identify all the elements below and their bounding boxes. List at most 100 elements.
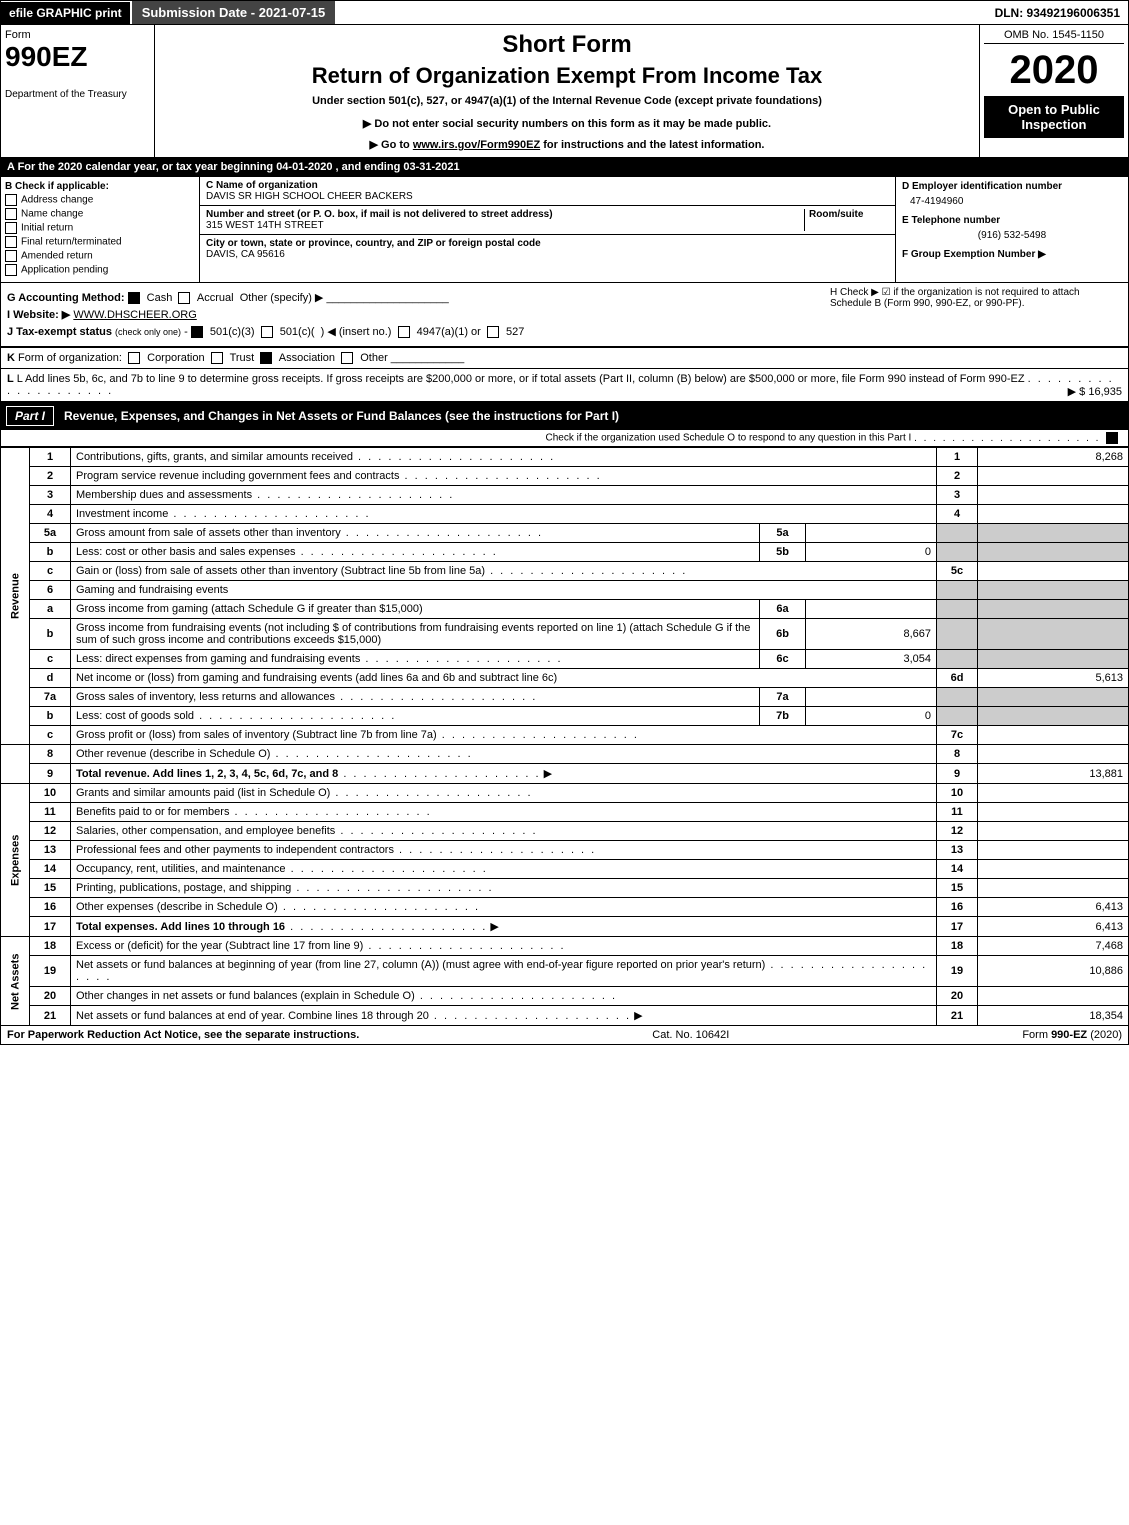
line-6c-value: 3,054 xyxy=(806,650,937,669)
table-row: b Less: cost or other basis and sales ex… xyxy=(1,543,1129,562)
irs-url[interactable]: www.irs.gov/Form990EZ xyxy=(413,139,540,151)
section-h: H Check ▶ ☑ if the organization is not r… xyxy=(830,287,1120,309)
form-word: Form xyxy=(5,29,150,41)
under-section-text: Under section 501(c), 527, or 4947(a)(1)… xyxy=(165,95,969,107)
website-link[interactable]: WWW.DHSCHEER.ORG xyxy=(73,309,196,321)
form-number: 990EZ xyxy=(5,43,150,71)
org-name: DAVIS SR HIGH SCHOOL CHEER BACKERS xyxy=(206,191,413,202)
c-street-label: Number and street (or P. O. box, if mail… xyxy=(206,209,553,220)
checkbox-icon[interactable] xyxy=(261,326,273,338)
d-ein-label: D Employer identification number xyxy=(902,181,1122,192)
section-c-org-info: C Name of organization DAVIS SR HIGH SCH… xyxy=(200,177,896,282)
part-i-subtitle: Check if the organization used Schedule … xyxy=(0,430,1129,447)
l-amount: ▶ $ 16,935 xyxy=(1068,385,1122,398)
revenue-section-label: Revenue xyxy=(1,448,30,745)
table-row: 19 Net assets or fund balances at beginn… xyxy=(1,956,1129,987)
table-row: b Gross income from fundraising events (… xyxy=(1,619,1129,650)
checkbox-icon[interactable] xyxy=(398,326,410,338)
part-i-table: Revenue 1 Contributions, gifts, grants, … xyxy=(0,447,1129,1026)
section-a-tax-year: A For the 2020 calendar year, or tax yea… xyxy=(0,158,1129,177)
footer-catalog: Cat. No. 10642I xyxy=(359,1029,1022,1041)
section-i-website: I Website: ▶ WWW.DHSCHEER.ORG xyxy=(7,308,1122,321)
checkbox-icon[interactable] xyxy=(487,326,499,338)
open-to-public-label: Open to Public Inspection xyxy=(984,96,1124,138)
ssn-warning: ▶ Do not enter social security numbers o… xyxy=(165,117,969,130)
line-1-amount: 8,268 xyxy=(978,448,1129,467)
checkbox-icon[interactable] xyxy=(5,222,17,234)
net-assets-section-label: Net Assets xyxy=(1,937,30,1026)
section-d-e-f: D Employer identification number 47-4194… xyxy=(896,177,1128,282)
chk-name-change[interactable]: Name change xyxy=(5,208,195,220)
meta-block: H Check ▶ ☑ if the organization is not r… xyxy=(0,283,1129,347)
table-row: 3 Membership dues and assessments 3 xyxy=(1,486,1129,505)
c-city-label: City or town, state or province, country… xyxy=(206,238,541,249)
chk-address-change[interactable]: Address change xyxy=(5,194,195,206)
chk-final-return[interactable]: Final return/terminated xyxy=(5,236,195,248)
checkbox-icon[interactable] xyxy=(128,292,140,304)
c-name-label: C Name of organization xyxy=(206,180,318,191)
table-row: Expenses 10 Grants and similar amounts p… xyxy=(1,784,1129,803)
table-row: 15 Printing, publications, postage, and … xyxy=(1,879,1129,898)
section-b-title: B Check if applicable: xyxy=(5,181,195,192)
return-title: Return of Organization Exempt From Incom… xyxy=(165,63,969,89)
table-row: Revenue 1 Contributions, gifts, grants, … xyxy=(1,448,1129,467)
footer-left: For Paperwork Reduction Act Notice, see … xyxy=(7,1029,359,1041)
table-row: 14 Occupancy, rent, utilities, and maint… xyxy=(1,860,1129,879)
line-6d-amount: 5,613 xyxy=(978,669,1129,688)
table-row: 12 Salaries, other compensation, and emp… xyxy=(1,822,1129,841)
part-i-title: Revenue, Expenses, and Changes in Net As… xyxy=(64,409,619,423)
checkbox-icon[interactable] xyxy=(260,352,272,364)
part-i-header: Part I Revenue, Expenses, and Changes in… xyxy=(0,402,1129,430)
dln-label: DLN: 93492196006351 xyxy=(987,2,1128,24)
table-row: 9 Total revenue. Add lines 1, 2, 3, 4, 5… xyxy=(1,764,1129,784)
page-footer: For Paperwork Reduction Act Notice, see … xyxy=(0,1026,1129,1045)
table-row: b Less: cost of goods sold 7b 0 xyxy=(1,707,1129,726)
table-row: 6 Gaming and fundraising events xyxy=(1,581,1129,600)
efile-print-label[interactable]: efile GRAPHIC print xyxy=(1,2,130,24)
chk-initial-return[interactable]: Initial return xyxy=(5,222,195,234)
line-5b-value: 0 xyxy=(806,543,937,562)
checkbox-icon[interactable] xyxy=(1106,432,1118,444)
c-room-label: Room/suite xyxy=(809,209,863,220)
section-l: L L Add lines 5b, 6c, and 7b to line 9 t… xyxy=(0,369,1129,402)
e-phone-label: E Telephone number xyxy=(902,215,1122,226)
table-row: 13 Professional fees and other payments … xyxy=(1,841,1129,860)
omb-number: OMB No. 1545-1150 xyxy=(984,29,1124,44)
line-17-total-expenses: 6,413 xyxy=(978,917,1129,937)
checkbox-icon[interactable] xyxy=(5,208,17,220)
checkbox-icon[interactable] xyxy=(5,264,17,276)
table-row: c Less: direct expenses from gaming and … xyxy=(1,650,1129,669)
top-bar: efile GRAPHIC print Submission Date - 20… xyxy=(0,0,1129,25)
checkbox-icon[interactable] xyxy=(128,352,140,364)
table-row: 8 Other revenue (describe in Schedule O)… xyxy=(1,745,1129,764)
checkbox-icon[interactable] xyxy=(5,236,17,248)
section-b-checkboxes: B Check if applicable: Address change Na… xyxy=(1,177,200,282)
checkbox-icon[interactable] xyxy=(191,326,203,338)
chk-amended-return[interactable]: Amended return xyxy=(5,250,195,262)
line-9-total-revenue: 13,881 xyxy=(978,764,1129,784)
checkbox-icon[interactable] xyxy=(211,352,223,364)
line-6b-value: 8,667 xyxy=(806,619,937,650)
table-row: 7a Gross sales of inventory, less return… xyxy=(1,688,1129,707)
line-18-amount: 7,468 xyxy=(978,937,1129,956)
tax-year: 2020 xyxy=(984,50,1124,90)
ein-value: 47-4194960 xyxy=(910,196,1122,207)
expenses-section-label: Expenses xyxy=(1,784,30,937)
line-16-amount: 6,413 xyxy=(978,898,1129,917)
checkbox-icon[interactable] xyxy=(5,250,17,262)
f-group-label: F Group Exemption Number ▶ xyxy=(902,249,1122,260)
checkbox-icon[interactable] xyxy=(341,352,353,364)
section-j-tax-exempt: J Tax-exempt status (check only one) - 5… xyxy=(7,325,1122,338)
goto-link[interactable]: ▶ Go to www.irs.gov/Form990EZ for instru… xyxy=(165,138,969,151)
checkbox-icon[interactable] xyxy=(5,194,17,206)
department-label: Department of the Treasury xyxy=(5,89,150,100)
org-street: 315 WEST 14TH STREET xyxy=(206,220,324,231)
table-row: 20 Other changes in net assets or fund b… xyxy=(1,987,1129,1006)
chk-application-pending[interactable]: Application pending xyxy=(5,264,195,276)
org-city: DAVIS, CA 95616 xyxy=(206,249,285,260)
checkbox-icon[interactable] xyxy=(178,292,190,304)
section-k: K Form of organization: Corporation Trus… xyxy=(0,347,1129,369)
phone-value: (916) 532-5498 xyxy=(902,230,1122,241)
year-box: OMB No. 1545-1150 2020 Open to Public In… xyxy=(979,25,1128,157)
line-19-amount: 10,886 xyxy=(978,956,1129,987)
